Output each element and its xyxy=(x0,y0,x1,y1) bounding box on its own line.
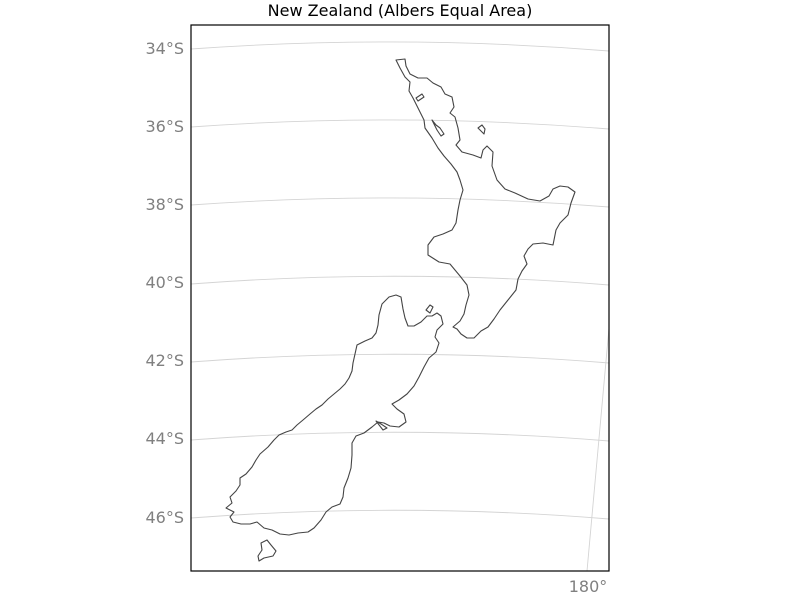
north-island xyxy=(395,58,576,339)
latitude-labels: 34°S 36°S 38°S 40°S 42°S 44°S 46°S xyxy=(145,39,184,527)
graticule xyxy=(191,41,609,571)
south-island xyxy=(225,294,444,536)
graticule-38s xyxy=(191,197,609,208)
durville-island xyxy=(425,304,434,314)
graticule-40s xyxy=(191,275,609,286)
meridian-180 xyxy=(586,327,609,571)
map-title: New Zealand (Albers Equal Area) xyxy=(267,1,533,20)
lon-label-180: 180° xyxy=(569,577,608,596)
great-barrier-island xyxy=(477,124,486,135)
graticule-46s xyxy=(191,509,609,520)
lat-label-34s: 34°S xyxy=(145,39,184,58)
lat-label-38s: 38°S xyxy=(145,195,184,214)
graticule-42s xyxy=(191,353,609,364)
banks-peninsula xyxy=(375,420,388,431)
lat-label-40s: 40°S xyxy=(145,273,184,292)
coastlines xyxy=(225,58,576,562)
lat-label-42s: 42°S xyxy=(145,351,184,370)
north-island-harbour xyxy=(431,119,445,137)
lat-label-46s: 46°S xyxy=(145,508,184,527)
lat-label-44s: 44°S xyxy=(145,429,184,448)
map-frame xyxy=(190,24,610,572)
waiheke-island xyxy=(415,93,425,102)
graticule-34s xyxy=(191,41,609,52)
graticule-36s xyxy=(191,119,609,130)
stewart-island xyxy=(257,539,277,562)
graticule-44s xyxy=(191,431,609,442)
lat-label-36s: 36°S xyxy=(145,117,184,136)
